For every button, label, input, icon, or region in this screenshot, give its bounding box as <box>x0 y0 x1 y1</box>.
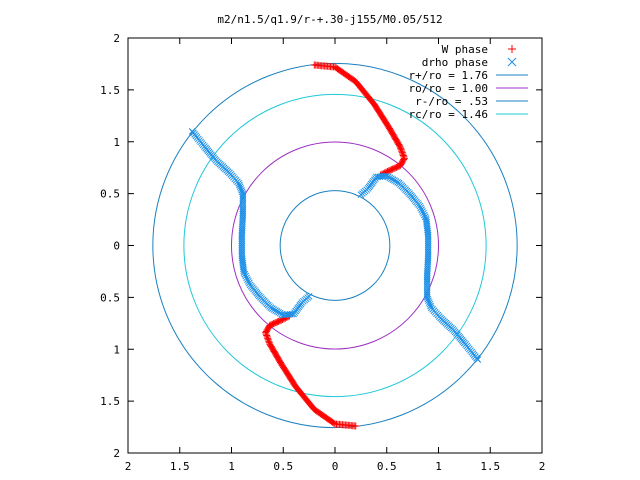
axis-ticks: 2 1.5 1 0.5 0 0.5 1 1.5 221.510.500.511.52 <box>100 32 545 473</box>
legend-swatch <box>508 45 516 53</box>
legend-label: W phase <box>442 43 488 56</box>
reference-circle <box>183 93 487 398</box>
w-phase-point <box>264 334 272 342</box>
y-tick-label: 2 <box>113 32 120 45</box>
reference-circle <box>152 62 518 429</box>
drho-phase-point <box>241 270 249 278</box>
drho-phase-point <box>238 186 245 194</box>
y-tick-label: 1 <box>113 343 120 356</box>
w-phase-point <box>396 143 404 151</box>
x-tick-label: 2 <box>539 460 546 473</box>
drho-phase-point <box>357 191 365 199</box>
y-tick-label: 0 <box>113 240 120 253</box>
w-phase-point <box>265 337 273 345</box>
drho-phase-point <box>427 302 434 310</box>
drho-phase-point <box>425 297 432 305</box>
drho-phase-point <box>235 179 243 187</box>
drho-phase-point <box>245 279 253 287</box>
w-phase-point <box>398 149 406 157</box>
legend-label: rc/ro = 1.46 <box>409 108 488 121</box>
drho-phase-point <box>242 272 250 280</box>
x-tick-label: 0.5 <box>273 460 293 473</box>
drho-phase-point <box>426 300 434 308</box>
chart-title: m2/n1.5/q1.9/r-+.30-j155/M0.05/512 <box>217 13 442 26</box>
y-tick-label: 0.5 <box>100 291 120 304</box>
w-phase-point <box>265 339 273 347</box>
w-phase-point <box>399 150 407 158</box>
legend-swatch <box>507 57 517 67</box>
reference-circle <box>279 190 391 301</box>
x-tick-label: 1.5 <box>170 460 190 473</box>
y-tick-label: 1 <box>113 136 120 149</box>
x-tick-label: 1.5 <box>480 460 500 473</box>
y-tick-label: 0.5 <box>100 188 120 201</box>
w-phase-point <box>398 147 406 155</box>
drho-phase-point <box>245 278 252 285</box>
drho-phase-point <box>421 213 429 221</box>
drho-phase-point <box>244 276 251 283</box>
drho-phase-point <box>240 267 248 274</box>
x-tick-label: 2 <box>125 460 132 473</box>
y-tick-label: 1.5 <box>100 395 120 408</box>
drho-phase-point <box>420 209 427 217</box>
x-tick-label: 0 <box>332 460 339 473</box>
data-points <box>188 61 482 430</box>
drho-phase-point <box>419 208 426 215</box>
drho-phase-point <box>305 292 313 300</box>
x-tick-label: 1 <box>435 460 442 473</box>
drho-phase-point <box>237 185 245 192</box>
w-phase-point <box>264 336 272 344</box>
y-tick-label: 2 <box>113 447 120 460</box>
legend-label: r+/ro = 1.76 <box>409 69 488 82</box>
w-phase-point <box>397 146 405 154</box>
drho-phase-point <box>425 299 433 306</box>
x-tick-label: 1 <box>228 460 235 473</box>
drho-phase-point <box>422 217 430 224</box>
drho-phase-point <box>422 215 430 222</box>
legend-label: r-/ro = .53 <box>415 95 488 108</box>
drho-phase-point <box>236 181 243 189</box>
drho-phase-point <box>243 274 250 282</box>
legend-label: ro/ro = 1.00 <box>409 82 488 95</box>
drho-phase-point <box>240 269 248 276</box>
drho-phase-point <box>418 206 425 213</box>
legend-label: drho phase <box>422 56 488 69</box>
drho-phase-point <box>236 183 244 191</box>
drho-phase-point <box>420 211 428 219</box>
reference-circles <box>152 62 518 429</box>
y-tick-label: 1.5 <box>100 84 120 97</box>
drho-phase-point <box>427 304 435 312</box>
reference-circle <box>231 141 439 350</box>
w-phase-point <box>397 144 405 152</box>
drho-phase-point <box>417 204 425 212</box>
x-tick-label: 0.5 <box>377 460 397 473</box>
w-phase-point <box>266 340 274 348</box>
w-phase-point <box>263 333 271 341</box>
